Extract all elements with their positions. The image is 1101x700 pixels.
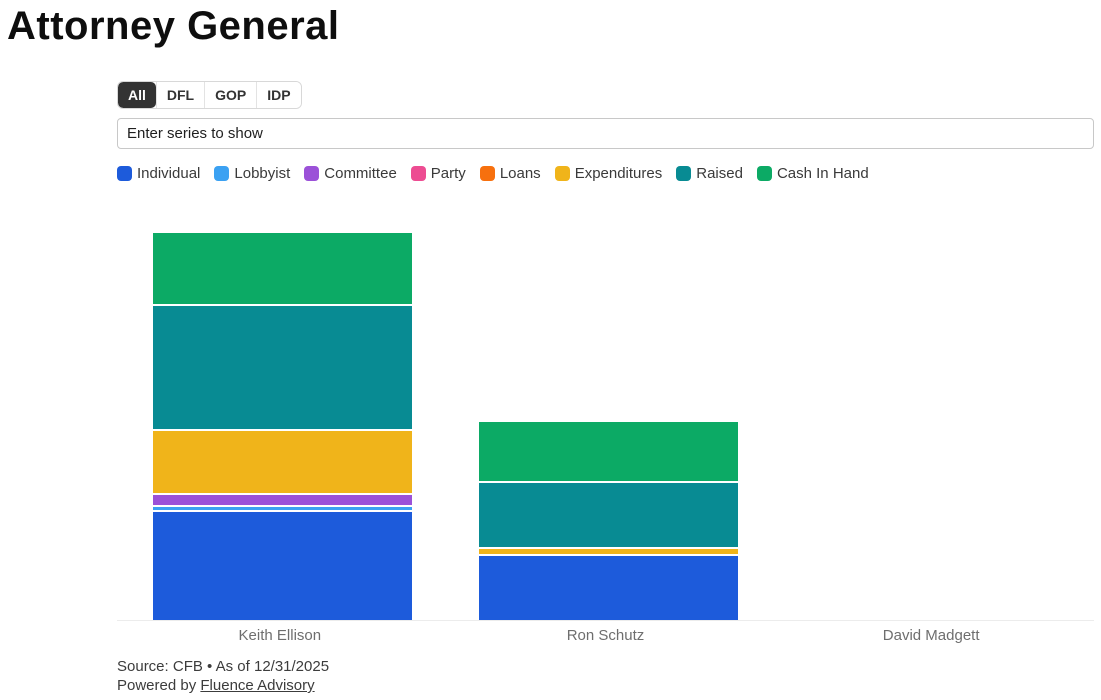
legend-label: Lobbyist: [234, 164, 291, 182]
legend-swatch-icon: [117, 165, 132, 181]
powered-by-line: Powered by Fluence Advisory: [117, 676, 1094, 695]
source-note: Source: CFB • As of 12/31/2025: [117, 658, 330, 675]
bar-segment-expenditures[interactable]: [153, 431, 413, 493]
legend-item-cash-in-hand[interactable]: Cash In Hand: [756, 164, 869, 182]
bar-segment-individual[interactable]: [153, 512, 413, 620]
stacked-bar-chart: [117, 182, 1094, 621]
bar-keith-ellison: [153, 233, 413, 620]
filter-button-idp[interactable]: IDP: [256, 82, 301, 108]
bar-segment-cash-in-hand[interactable]: [479, 422, 738, 481]
legend-label: Raised: [696, 164, 743, 182]
party-filter-group: All DFL GOP IDP: [117, 81, 302, 109]
legend-label: Committee: [324, 164, 397, 182]
filter-button-dfl[interactable]: DFL: [155, 82, 205, 108]
legend-item-expenditures[interactable]: Expenditures: [554, 164, 663, 182]
fluence-advisory-link[interactable]: Fluence Advisory: [200, 677, 315, 694]
legend-label: Loans: [499, 164, 541, 182]
chart-legend: Individual Lobbyist Committee Party Loans Exp…: [117, 164, 1094, 182]
x-axis-label: David Madgett: [882, 627, 980, 644]
filter-button-gop[interactable]: GOP: [204, 82, 257, 108]
bar-segment-raised[interactable]: [479, 483, 738, 547]
x-axis-label: Keith Ellison: [238, 627, 322, 644]
legend-swatch-icon: [304, 165, 320, 181]
series-search-input[interactable]: [117, 118, 1094, 149]
bar-segment-cash-in-hand[interactable]: [153, 233, 413, 304]
powered-by-text: Powered by: [117, 677, 201, 694]
legend-label: Party: [430, 164, 466, 182]
x-axis-label: Ron Schutz: [566, 627, 645, 644]
chart-footer: Source: CFB • As of 12/31/2025 Powered b…: [117, 657, 1094, 695]
filter-button-all[interactable]: All: [118, 82, 156, 108]
bar-segment-individual[interactable]: [479, 556, 738, 620]
legend-swatch-icon: [214, 165, 230, 181]
bar-ron-schutz: [479, 422, 738, 620]
legend-label: Cash In Hand: [776, 164, 869, 182]
bar-segment-committee[interactable]: [153, 495, 413, 505]
bar-segment-lobbyist[interactable]: [153, 507, 413, 510]
legend-swatch-icon: [756, 165, 772, 181]
legend-swatch-icon: [410, 165, 426, 181]
legend-label: Expenditures: [574, 164, 663, 182]
legend-swatch-icon: [554, 165, 570, 181]
page-title: Attorney General: [7, 4, 340, 48]
legend-label: Individual: [137, 164, 201, 182]
bar-segment-expenditures[interactable]: [479, 549, 738, 554]
legend-item-party[interactable]: Party: [410, 164, 466, 182]
bar-segment-raised[interactable]: [153, 306, 413, 429]
legend-swatch-icon: [479, 165, 495, 181]
legend-item-lobbyist[interactable]: Lobbyist: [214, 165, 290, 182]
legend-swatch-icon: [676, 165, 692, 181]
legend-item-individual[interactable]: Individual: [117, 165, 200, 182]
x-axis-labels: Keith Ellison Ron Schutz David Madgett: [117, 627, 1094, 644]
legend-item-committee[interactable]: Committee: [304, 165, 397, 182]
legend-item-raised[interactable]: Raised: [676, 165, 743, 182]
legend-item-loans[interactable]: Loans: [479, 164, 541, 182]
